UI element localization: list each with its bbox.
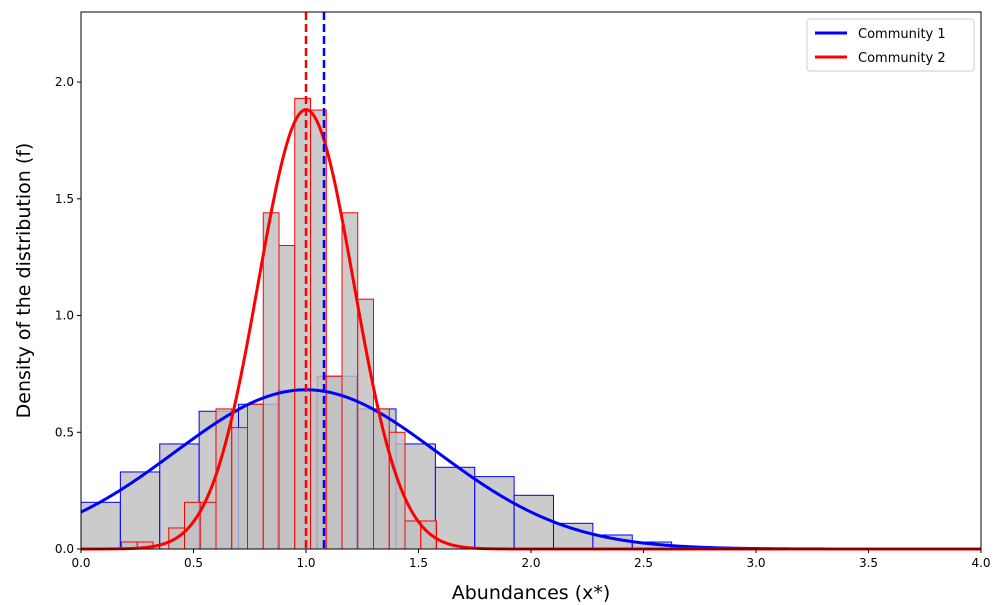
histogram-bar-2-16 <box>373 408 390 550</box>
x-tick-label-6: 2.5 <box>634 556 653 570</box>
x-axis-label: Abundances (x*) <box>452 582 611 604</box>
legend-label-community-2: Community 2 <box>858 51 946 66</box>
x-axis-ticks: 0.0 0.5 1.0 1.5 2.0 2.5 3.0 3.5 4.0 <box>71 549 991 570</box>
x-tick-label-7: 3.0 <box>746 556 765 570</box>
histogram-bar-2-7 <box>231 427 248 550</box>
histogram-bar-2-9 <box>262 212 280 550</box>
x-tick-label-5: 2.0 <box>521 556 540 570</box>
legend-box <box>806 18 975 72</box>
histogram-bar-2-8 <box>247 403 264 550</box>
legend-label-community-1: Community 1 <box>858 27 946 42</box>
x-tick-label-8: 3.5 <box>859 556 878 570</box>
legend: Community 1 Community 2 <box>806 18 975 72</box>
histogram-bar-2-10 <box>278 244 296 550</box>
histogram-bar-1-12 <box>513 494 554 550</box>
x-tick-label-9: 4.0 <box>971 556 990 570</box>
y-axis-label: Density of the distribution (f) <box>13 143 35 419</box>
histogram-bar-2-18 <box>404 520 422 550</box>
y-tick-label-1: 0.0 <box>55 542 74 556</box>
histogram-bar-2-15 <box>357 298 374 550</box>
x-tick-label-4: 1.5 <box>409 556 428 570</box>
y-axis-ticks: 0.0 0.5 1.0 1.5 2.0 <box>55 75 81 556</box>
x-tick-label-3: 1.0 <box>296 556 315 570</box>
y-tick-label-2: 0.5 <box>55 425 74 439</box>
histogram-bar-1-11 <box>474 476 515 550</box>
mean-lines <box>304 12 326 549</box>
histogram-bar-1-2 <box>119 471 161 550</box>
y-tick-label-3: 1.0 <box>55 309 74 323</box>
y-tick-label-5: 2.0 <box>55 75 74 89</box>
histogram-bar-1-10 <box>434 466 476 550</box>
histogram-bar-2-13 <box>325 375 343 550</box>
y-tick-label-4: 1.5 <box>55 192 74 206</box>
histogram-bars <box>80 97 712 550</box>
x-tick-label-2: 0.5 <box>184 556 203 570</box>
histogram-bar-2-11 <box>294 97 311 550</box>
x-tick-label-1: 0.0 <box>71 556 90 570</box>
